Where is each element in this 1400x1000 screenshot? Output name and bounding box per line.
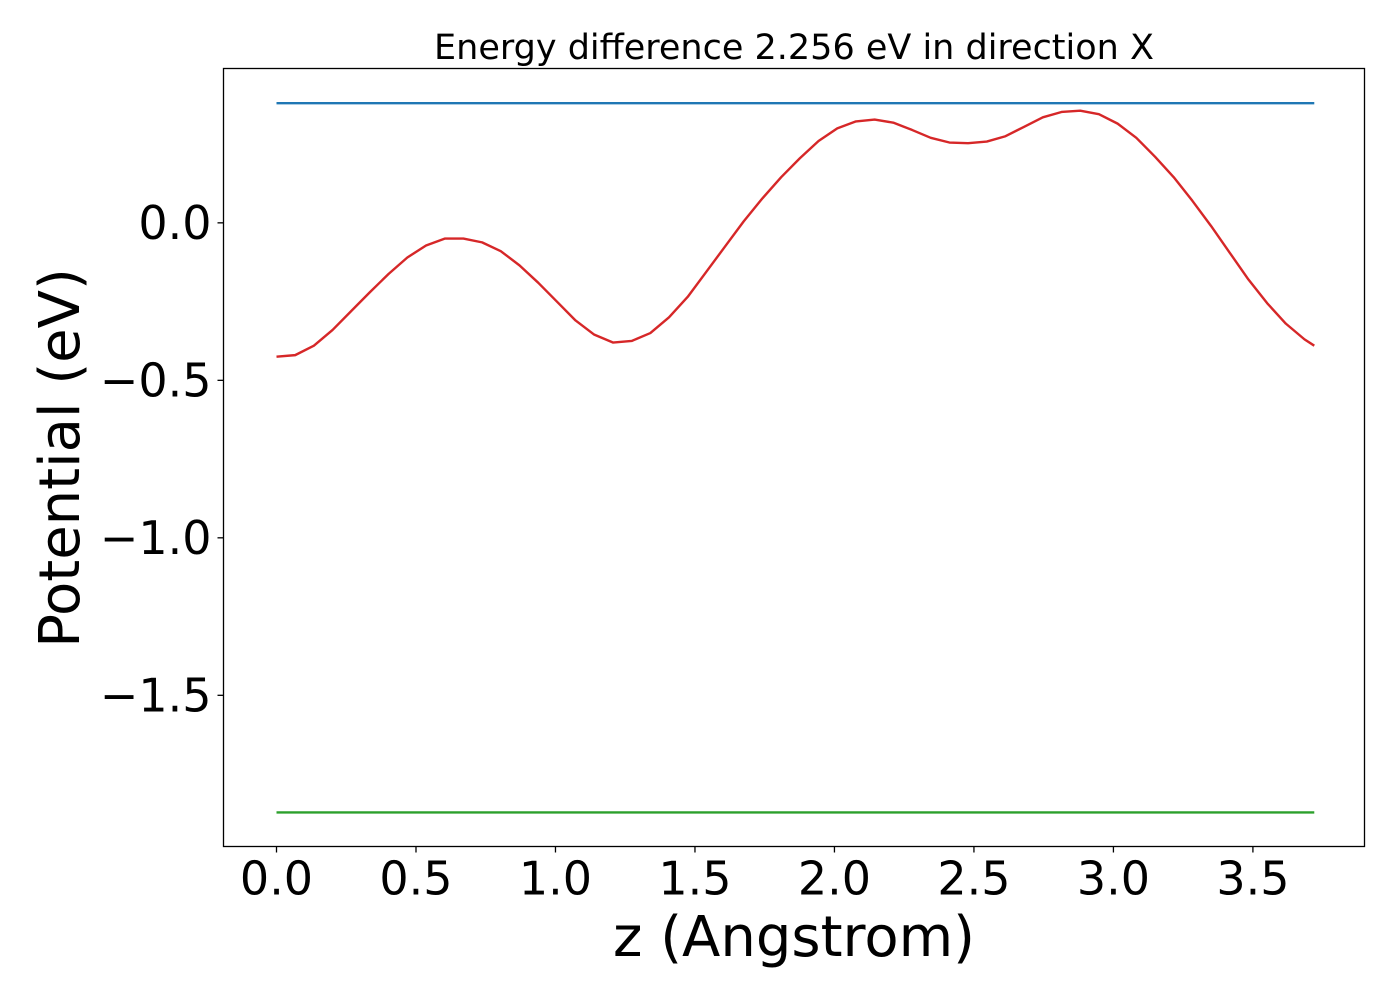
- y-tick-label: −1.5: [100, 668, 212, 722]
- x-tick-label: 0.5: [379, 852, 452, 906]
- x-tick-label: 2.0: [798, 852, 871, 906]
- plot-area: [222, 67, 1366, 848]
- y-tick-label: −0.5: [100, 353, 212, 407]
- x-tick-label: 0.0: [240, 852, 313, 906]
- x-tick-label: 1.5: [658, 852, 731, 906]
- y-tick-label: −1.0: [100, 511, 212, 565]
- x-tick-label: 3.5: [1216, 852, 1289, 906]
- y-tick-label: 0.0: [138, 196, 211, 250]
- x-tick-label: 1.0: [519, 852, 592, 906]
- series-line-1: [276, 109, 1315, 358]
- x-axis-label: z (Angstrom): [613, 905, 975, 970]
- x-tick-label: 3.0: [1077, 852, 1150, 906]
- x-axis: 0.0 0.5 1.0 1.5 2.0 2.5 3.0 3.5: [240, 846, 1289, 906]
- plot-frame: [222, 67, 1366, 848]
- x-tick-label: 2.5: [937, 852, 1010, 906]
- series-layer: [276, 101, 1315, 814]
- chart-title: Energy difference 2.256 eV in direction …: [434, 28, 1154, 68]
- y-axis-label: Potential (eV): [28, 268, 93, 648]
- y-axis: 0.0 −0.5 −1.0 −1.5: [100, 196, 224, 722]
